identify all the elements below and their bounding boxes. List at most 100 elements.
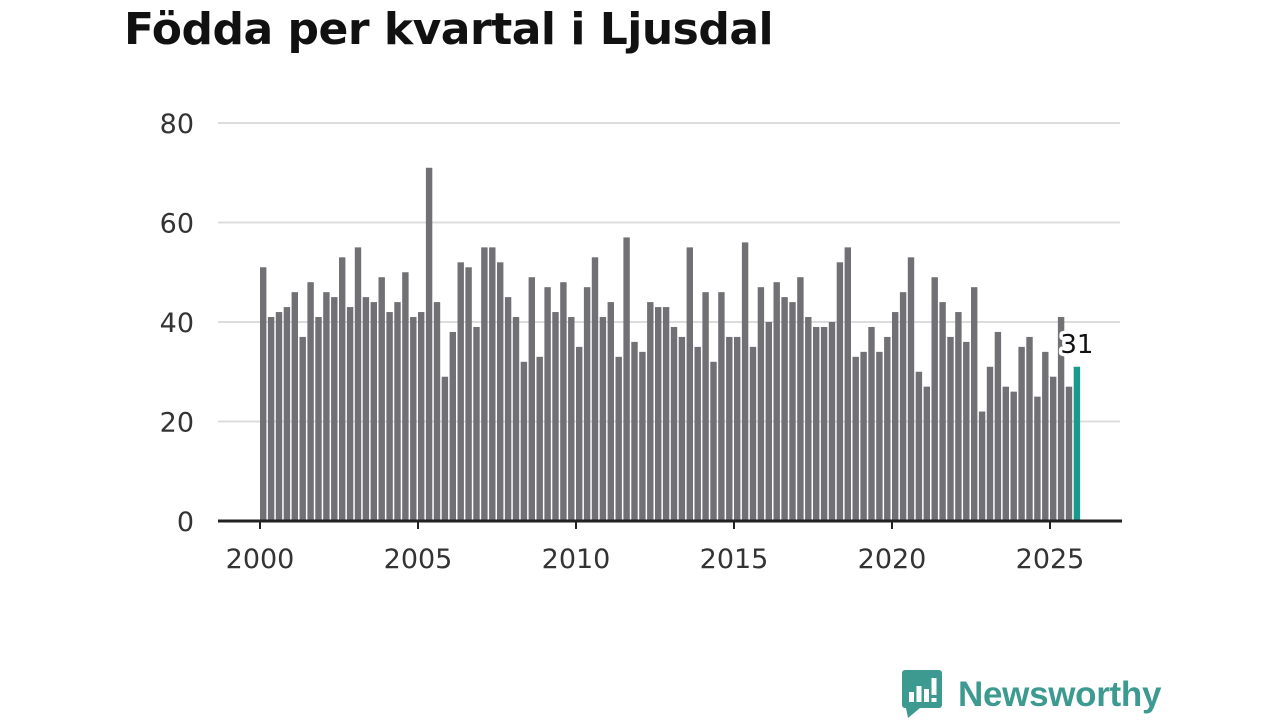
bar (789, 302, 796, 521)
bar (1065, 386, 1073, 521)
bar (899, 292, 907, 521)
bar (402, 272, 409, 521)
bar (607, 302, 614, 521)
x-tick-label: 2010 (542, 544, 611, 575)
x-tick-label: 2025 (1016, 544, 1085, 575)
bar (892, 312, 899, 521)
bar (394, 302, 401, 521)
bar-highlight (1073, 366, 1081, 521)
y-tick-label: 20 (160, 408, 194, 439)
bar (773, 282, 780, 521)
bar (876, 351, 883, 521)
brand-logo: Newsworthy (902, 670, 1161, 720)
x-tick-label: 2020 (858, 544, 927, 575)
bar (465, 267, 472, 521)
bar (931, 277, 938, 521)
bar (599, 317, 607, 521)
bar (1010, 391, 1017, 521)
bar (512, 317, 520, 521)
bar (339, 257, 346, 521)
bar (907, 257, 915, 521)
bar (323, 292, 330, 521)
bar (726, 336, 733, 521)
bar (410, 317, 417, 521)
bar (670, 326, 678, 521)
bar (939, 302, 946, 521)
bar (489, 247, 496, 521)
bar (473, 326, 480, 521)
bar (1026, 336, 1033, 521)
bar (734, 336, 741, 521)
bar (497, 262, 504, 521)
bar (441, 376, 449, 521)
bar (868, 326, 875, 521)
chart-title: Födda per kvartal i Ljusdal (124, 4, 774, 55)
bar (267, 317, 275, 521)
bar (686, 247, 693, 521)
bar (971, 287, 978, 521)
bar (741, 242, 749, 521)
bar (757, 287, 765, 521)
bar (765, 322, 772, 521)
annotations: 31 (1057, 326, 1097, 363)
bar (425, 167, 433, 521)
bar (986, 366, 994, 521)
bar (655, 307, 662, 521)
bar (291, 292, 298, 521)
y-tick-label: 40 (160, 308, 194, 339)
bar (1034, 396, 1041, 521)
bar (378, 277, 385, 521)
bar (362, 297, 370, 521)
bar (275, 312, 283, 521)
bar (260, 267, 267, 521)
bar (749, 346, 757, 521)
bar (307, 282, 314, 521)
bar (805, 317, 812, 521)
bar (346, 307, 354, 521)
bar (504, 297, 512, 521)
bar (647, 302, 654, 521)
bar (552, 312, 559, 521)
bar (536, 356, 543, 521)
bar (1050, 376, 1057, 521)
brand-name: Newsworthy (958, 675, 1162, 714)
bar (386, 312, 393, 521)
bar-chart: 0 20 40 60 80 2000 2005 2010 2015 2020 2025 31 (160, 109, 1122, 575)
bar (781, 297, 788, 521)
bar (623, 237, 630, 522)
bars (260, 167, 1081, 522)
x-axis-ticks: 2000 2005 2010 2015 2020 2025 (226, 521, 1085, 575)
bar (1042, 351, 1049, 521)
newsworthy-logo-icon (902, 670, 942, 718)
y-axis-ticks: 0 20 40 60 80 (160, 109, 194, 538)
bar (418, 312, 425, 521)
y-tick-label: 0 (177, 507, 194, 538)
bar (915, 371, 923, 521)
x-tick-label: 2000 (226, 544, 295, 575)
bar (836, 262, 844, 521)
bar (820, 326, 828, 521)
bar (449, 331, 456, 521)
bar (1057, 317, 1065, 521)
bar (457, 262, 464, 521)
bar (860, 351, 867, 521)
bar (994, 331, 1002, 521)
bar (583, 287, 591, 521)
bar (710, 361, 717, 521)
bar (331, 297, 338, 521)
bar (631, 341, 638, 521)
y-tick-label: 60 (160, 209, 194, 240)
bar (678, 336, 686, 521)
bar (978, 411, 986, 521)
bar (568, 317, 575, 521)
bar (844, 247, 851, 521)
bar (694, 346, 701, 521)
bar (662, 307, 670, 521)
bar (797, 277, 804, 521)
bar (544, 287, 551, 521)
y-tick-label: 80 (160, 109, 194, 140)
bar (963, 341, 970, 521)
bar (528, 277, 535, 521)
bar (702, 292, 709, 521)
bar (923, 386, 930, 521)
